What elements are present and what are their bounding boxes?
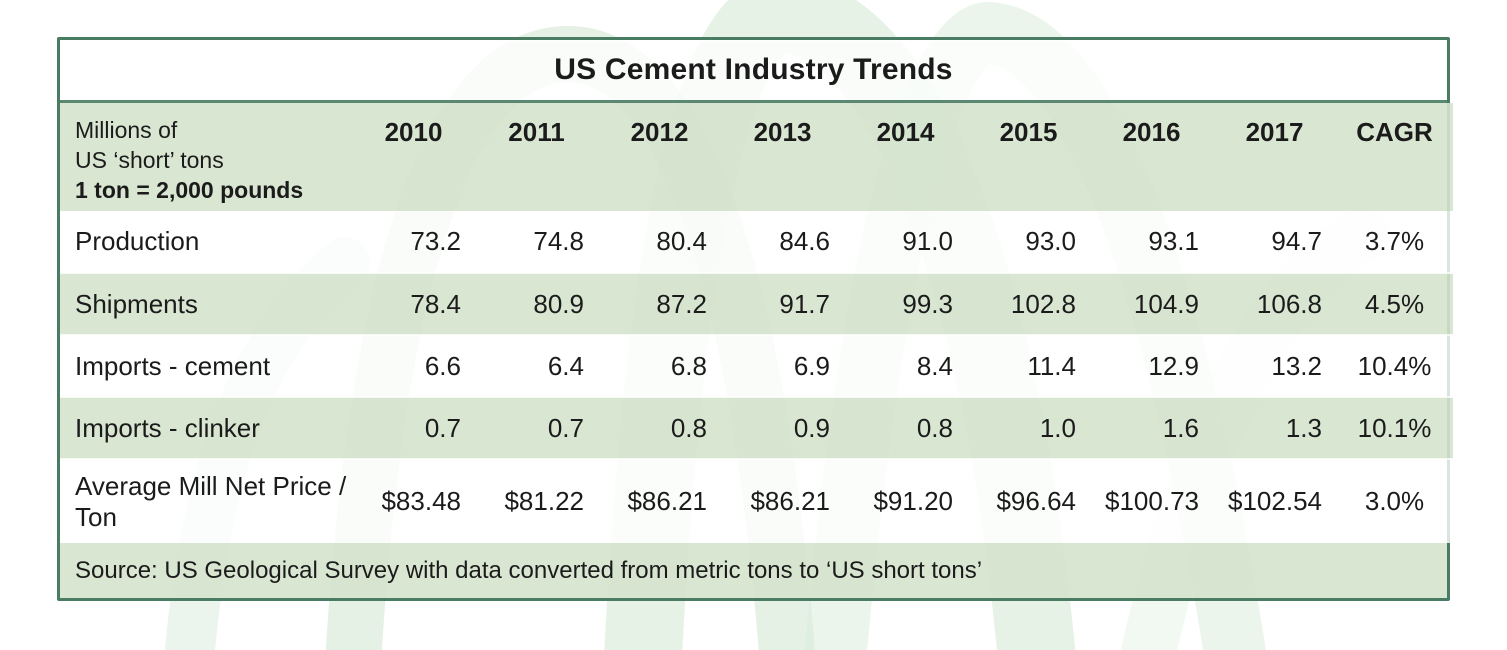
unit-note: Millions of US ‘short’ tons 1 ton = 2,00… [60, 103, 352, 211]
value-cell: 104.9 [1090, 272, 1213, 336]
cement-trends-table: US Cement Industry Trends Millions of US… [57, 37, 1453, 601]
table-title-row: US Cement Industry Trends [60, 40, 1447, 103]
value-cell: 93.1 [1148, 226, 1199, 256]
table-row: Imports - clinker 0.7 0.7 0.8 0.9 0.8 1.0 1.6 1.… [60, 396, 1453, 460]
unit-note-line3: 1 ton = 2,000 pounds [75, 177, 304, 203]
header-row: Millions of US ‘short’ tons 1 ton = 2,00… [60, 103, 1453, 211]
value-cell: 0.8 [844, 396, 967, 460]
table-row: Production 73.2 74.8 80.4 84.6 91.0 93.0 93.1 94… [60, 211, 1453, 273]
row-label: Imports - cement [75, 350, 271, 381]
value-cell: 91.7 [721, 272, 844, 336]
value-cell: $91.20 [873, 486, 953, 516]
value-cell: 78.4 [352, 272, 475, 336]
year-column-header: 2013 [753, 117, 812, 147]
row-label: Imports - clinker [60, 396, 352, 460]
unit-note-line1: Millions of [75, 117, 178, 143]
value-cell: 0.9 [721, 396, 844, 460]
value-cell: 1.6 [1090, 396, 1213, 460]
cagr-cell: 10.1% [1336, 396, 1453, 460]
cagr-column-header: CAGR [1356, 117, 1433, 147]
value-cell: 73.2 [410, 226, 461, 256]
row-label: Production [75, 226, 200, 256]
source-note: Source: US Geological Survey with data c… [75, 556, 983, 584]
value-cell: $83.48 [381, 486, 461, 516]
value-cell: 80.4 [656, 226, 707, 256]
row-label: Average Mill Net Price / Ton [75, 470, 347, 532]
row-label: Shipments [60, 272, 352, 336]
value-cell: 6.8 [670, 350, 707, 381]
table-title: US Cement Industry Trends [554, 53, 953, 86]
year-column-header: 2010 [384, 117, 443, 147]
value-cell: 74.8 [533, 226, 584, 256]
cagr-cell: 3.0% [1364, 486, 1425, 516]
value-cell: $102.54 [1228, 486, 1322, 516]
cagr-cell: 4.5% [1336, 272, 1453, 336]
value-cell: 0.7 [475, 396, 598, 460]
cagr-cell: 10.4% [1357, 350, 1432, 381]
value-cell: $86.21 [627, 486, 707, 516]
unit-note-line2: US ‘short’ tons [75, 147, 224, 173]
value-cell: 87.2 [598, 272, 721, 336]
table-row: Shipments 78.4 80.9 87.2 91.7 99.3 102.8 104.9 1… [60, 272, 1453, 336]
year-column-header: 2012 [630, 117, 689, 147]
table-row: Imports - cement 6.6 6.4 6.8 6.9 8.4 11.4 12.9 1… [60, 335, 1453, 397]
year-column-header: 2017 [1245, 117, 1304, 147]
value-cell: $81.22 [504, 486, 584, 516]
value-cell: $86.21 [750, 486, 830, 516]
value-cell: 11.4 [1027, 350, 1076, 381]
cagr-cell: 3.7% [1364, 226, 1425, 256]
value-cell: 102.8 [967, 272, 1090, 336]
year-column-header: 2016 [1122, 117, 1181, 147]
value-cell: 91.0 [902, 226, 953, 256]
year-column-header: 2011 [508, 117, 565, 147]
value-cell: 99.3 [844, 272, 967, 336]
source-note-row: Source: US Geological Survey with data c… [60, 543, 1447, 598]
year-column-header: 2015 [999, 117, 1058, 147]
value-cell: 93.0 [1025, 226, 1076, 256]
value-cell: 12.9 [1148, 350, 1199, 381]
value-cell: $96.64 [996, 486, 1076, 516]
value-cell: 80.9 [475, 272, 598, 336]
value-cell: 1.0 [967, 396, 1090, 460]
value-cell: 1.3 [1213, 396, 1336, 460]
value-cell: 6.9 [793, 350, 830, 381]
value-cell: 94.7 [1271, 226, 1322, 256]
value-cell: 0.8 [598, 396, 721, 460]
value-cell: 84.6 [779, 226, 830, 256]
value-cell: $100.73 [1105, 486, 1199, 516]
value-cell: 6.4 [547, 350, 584, 381]
value-cell: 6.6 [424, 350, 461, 381]
value-cell: 8.4 [916, 350, 953, 381]
value-cell: 0.7 [352, 396, 475, 460]
data-table: Millions of US ‘short’ tons 1 ton = 2,00… [60, 103, 1453, 543]
table-row: Average Mill Net Price / Ton $83.48 $81.22… [60, 459, 1453, 543]
value-cell: 13.2 [1271, 350, 1322, 381]
value-cell: 106.8 [1213, 272, 1336, 336]
year-column-header: 2014 [876, 117, 935, 147]
